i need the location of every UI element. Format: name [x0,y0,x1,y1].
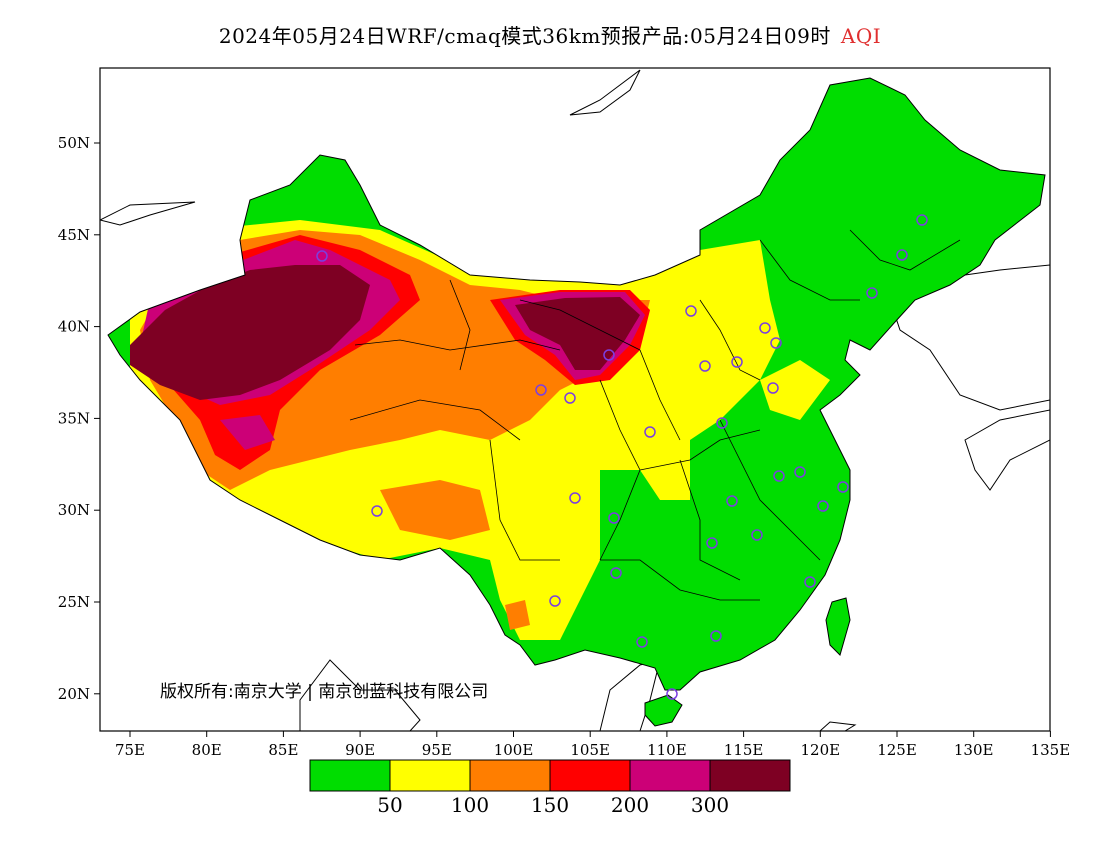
lat-tick-label: 45N [58,226,90,244]
aqi-level-usg [505,600,530,630]
station-markers [316,214,928,700]
station-marker-icon [817,500,829,512]
lon-tick-label: 110E [647,741,687,759]
colorbar-label: 150 [531,793,569,817]
station-marker-icon [837,481,849,493]
map-border [99,67,1051,732]
lat-tick-label: 50N [58,134,90,152]
map-frame: 版权所有:南京大学 | 南京创蓝科技有限公司 [100,69,1050,731]
aqi-level-moderate [760,360,830,420]
station-marker-icon [770,337,782,349]
taiwan-island [825,597,851,656]
coastline [964,409,1050,491]
station-marker-icon [316,250,328,262]
station-marker-icon [710,630,722,642]
station-marker-icon [767,382,779,394]
aqi-level-hazardous [515,297,640,370]
station-marker-icon [773,470,785,482]
station-marker-icon [759,322,771,334]
lon-tick-label: 105E [570,741,610,759]
colorbar-swatch [389,759,471,792]
copyright-text: 版权所有:南京大学 | 南京创蓝科技有限公司 [160,682,488,702]
lon-tick-label: 100E [494,741,534,759]
latitude-axis: 50N 45N 40N 35N 30N 25N 20N [58,134,100,703]
station-marker-icon [644,426,656,438]
title-main: 2024年05月24日WRF/cmaq模式36km预报产品:05月24日09时 [218,24,831,48]
lon-tick-label: 125E [877,741,917,759]
lon-tick-label: 95E [422,741,452,759]
station-marker-icon [603,349,615,361]
station-marker-icon [804,576,816,588]
lon-tick-label: 115E [724,741,764,759]
china-boundary [107,77,1046,691]
lon-tick-label: 80E [192,741,222,759]
station-marker-icon [535,384,547,396]
station-marker-icon [916,214,928,226]
colorbar-swatch [309,759,391,792]
hainan-island [644,694,683,727]
lat-tick-label: 20N [58,685,90,703]
lon-tick-label: 130E [954,741,994,759]
lat-tick-label: 40N [58,318,90,336]
station-marker-icon [371,505,383,517]
aqi-level-usg [380,480,490,540]
aqi-level-very-unhealthy [220,415,275,450]
station-marker-icon [569,492,581,504]
colorbar-swatch [549,759,631,792]
lon-tick-label: 135E [1031,741,1071,759]
station-marker-icon [549,595,561,607]
colorbar-swatch [469,759,551,792]
station-marker-icon [706,537,718,549]
lat-tick-label: 25N [58,593,90,611]
lon-tick-label: 75E [115,741,145,759]
station-marker-icon [794,466,806,478]
aqi-level-hazardous [130,265,370,400]
station-marker-icon [731,356,743,368]
map-title: 2024年05月24日WRF/cmaq模式36km预报产品:05月24日09时 A… [0,20,1100,49]
station-marker-icon [636,636,648,648]
station-marker-icon [666,688,678,700]
colorbar-label: 50 [377,793,402,817]
station-marker-icon [866,287,878,299]
colorbar-label: 200 [611,793,649,817]
lon-tick-label: 85E [268,741,298,759]
lat-tick-label: 30N [58,501,90,519]
station-marker-icon [726,495,738,507]
colorbar-swatch [629,759,711,792]
colorbar-label: 300 [691,793,729,817]
colorbar-swatch [709,759,791,792]
title-variable: AQI [840,24,882,48]
coastline [100,201,196,226]
station-marker-icon [608,512,620,524]
aqi-colorbar: 50 100 150 200 300 [309,759,791,817]
lat-tick-label: 35N [58,409,90,427]
coastline [569,69,641,116]
station-marker-icon [716,417,728,429]
station-marker-icon [685,305,697,317]
station-marker-icon [564,392,576,404]
coastline [819,721,857,731]
station-marker-icon [751,529,763,541]
lon-tick-label: 120E [801,741,841,759]
province-borders [349,229,961,601]
colorbar-label: 100 [451,793,489,817]
lon-tick-label: 90E [345,741,375,759]
station-marker-icon [610,567,622,579]
longitude-axis: 75E 80E 85E 90E 95E 100E 105E 110E 115E 120E 125E 1… [115,731,1070,759]
station-marker-icon [699,360,711,372]
coastline [299,659,421,731]
station-marker-icon [896,249,908,261]
